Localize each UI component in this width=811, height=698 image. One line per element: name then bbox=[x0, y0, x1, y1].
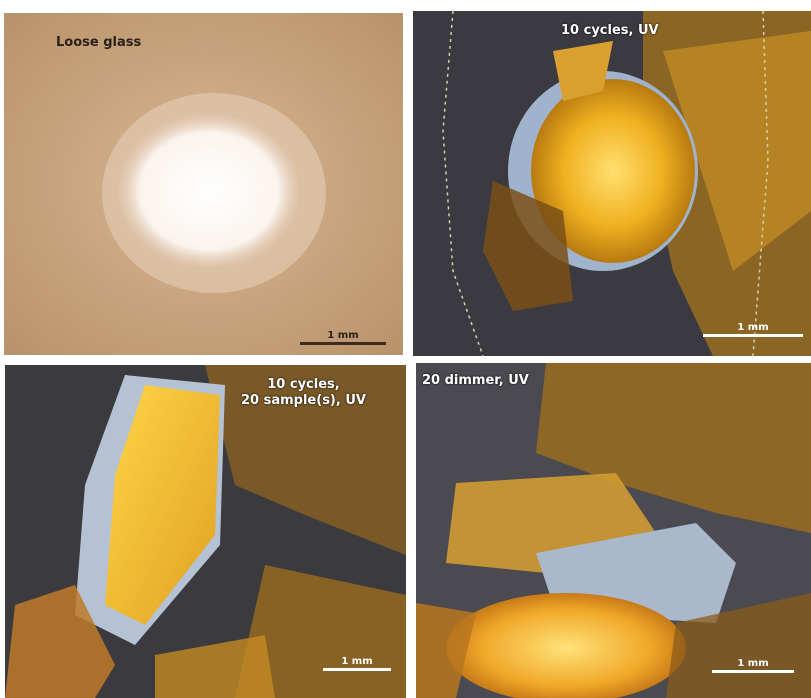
panel-3-scale-text: 1 mm bbox=[341, 656, 373, 667]
micrograph-image-3 bbox=[5, 365, 406, 698]
panel-1-scale-bar: 1 mm bbox=[300, 325, 386, 345]
panel-4-scale-bar: 1 mm bbox=[712, 651, 794, 673]
micrograph-panel-4: 20 dimmer, UV 1 mm bbox=[416, 363, 811, 698]
panel-2-scale-text: 1 mm bbox=[737, 322, 769, 333]
panel-2-label: 10 cycles, UV bbox=[561, 23, 659, 38]
panel-3-scale-line bbox=[323, 668, 391, 671]
panel-3-label: 10 cycles, 20 sample(s), UV bbox=[241, 377, 366, 408]
micrograph-image-1 bbox=[4, 13, 403, 355]
panel-1-scale-line bbox=[300, 342, 386, 345]
micrograph-image-2 bbox=[413, 11, 811, 356]
panel-4-scale-text: 1 mm bbox=[737, 658, 769, 669]
panel-2-scale-bar: 1 mm bbox=[703, 315, 803, 337]
micrograph-image-4 bbox=[416, 363, 811, 698]
micrograph-panel-1: Loose glass 1 mm bbox=[4, 13, 403, 355]
micrograph-panel-3: 10 cycles, 20 sample(s), UV 1 mm bbox=[5, 365, 406, 698]
panel-1-scale-text: 1 mm bbox=[327, 330, 359, 341]
micrograph-panel-2: 10 cycles, UV 1 mm bbox=[413, 11, 811, 356]
panel-3-scale-bar: 1 mm bbox=[323, 649, 391, 671]
panel-1-label: Loose glass bbox=[56, 35, 142, 50]
panel-2-scale-line bbox=[703, 334, 803, 337]
panel-4-scale-line bbox=[712, 670, 794, 673]
panel-4-label: 20 dimmer, UV bbox=[422, 373, 529, 388]
